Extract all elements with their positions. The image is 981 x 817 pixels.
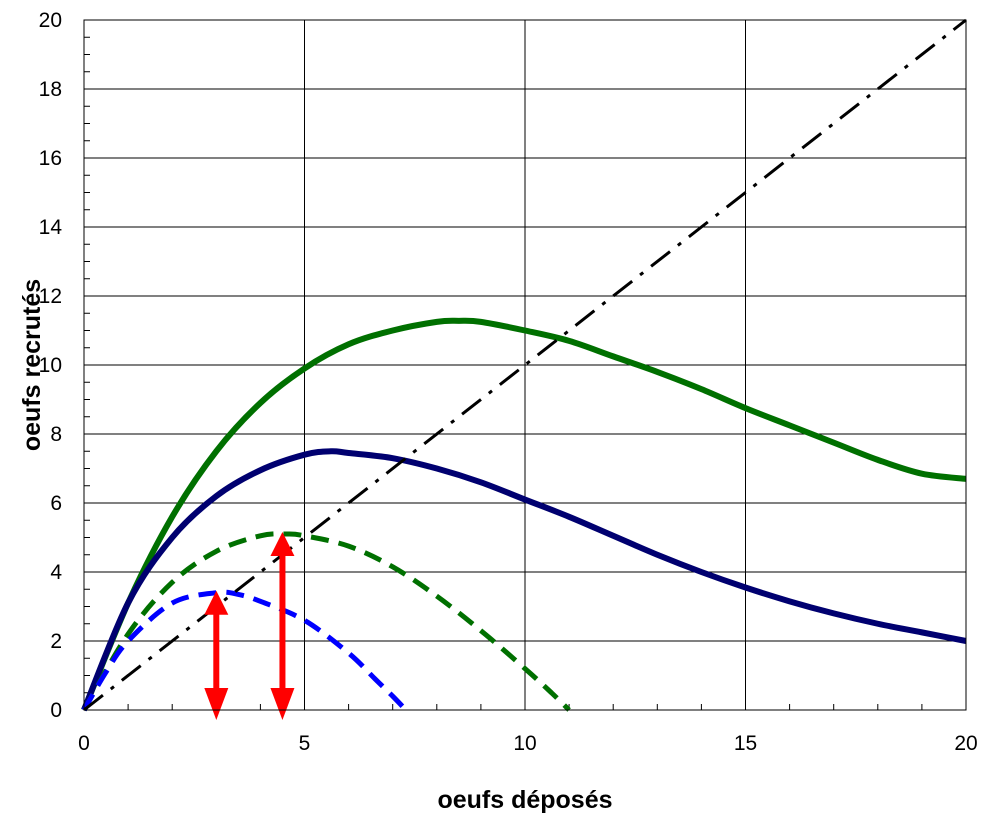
y-tick-label: 2	[50, 630, 62, 653]
x-tick-label: 0	[78, 732, 90, 755]
y-axis-title: oeufs recrutés	[18, 279, 46, 451]
series-group	[81, 18, 967, 712]
arrow-head-down	[270, 688, 295, 720]
series-line-1	[81, 317, 967, 712]
annotations	[204, 532, 295, 720]
y-tick-label: 14	[39, 216, 63, 239]
x-tick-label: 15	[734, 732, 757, 755]
arrow-head-up	[204, 590, 229, 615]
x-tick-label: 5	[299, 732, 311, 755]
y-tick-label: 0	[50, 699, 62, 722]
series-line-4	[81, 589, 408, 712]
y-tick-label: 6	[50, 492, 62, 515]
y-tick-label: 18	[39, 78, 62, 101]
double-arrow-2	[270, 532, 295, 720]
double-arrow-1	[204, 590, 229, 720]
y-tick-label: 4	[50, 561, 62, 584]
x-axis-title: oeufs déposés	[437, 786, 612, 814]
y-tick-label: 16	[39, 147, 62, 170]
x-tick-label: 10	[513, 732, 536, 755]
y-tick-label: 20	[39, 9, 62, 32]
arrow-head-up	[270, 532, 295, 557]
series-line-3	[81, 531, 571, 712]
series-line-2	[81, 448, 967, 712]
y-tick-label: 12	[39, 285, 62, 308]
plot-area-frame	[83, 19, 967, 711]
y-tick-label: 10	[39, 354, 62, 377]
y-tick-label: 8	[50, 423, 62, 446]
x-axis-tick-labels: 0 5 10 15 20	[78, 732, 978, 755]
series-line-5	[83, 18, 967, 712]
y-axis-tick-labels: 0 2 4 6 8 10 12 14 16 18 20	[39, 9, 63, 722]
arrow-head-down	[204, 688, 229, 720]
x-tick-label: 20	[954, 732, 977, 755]
